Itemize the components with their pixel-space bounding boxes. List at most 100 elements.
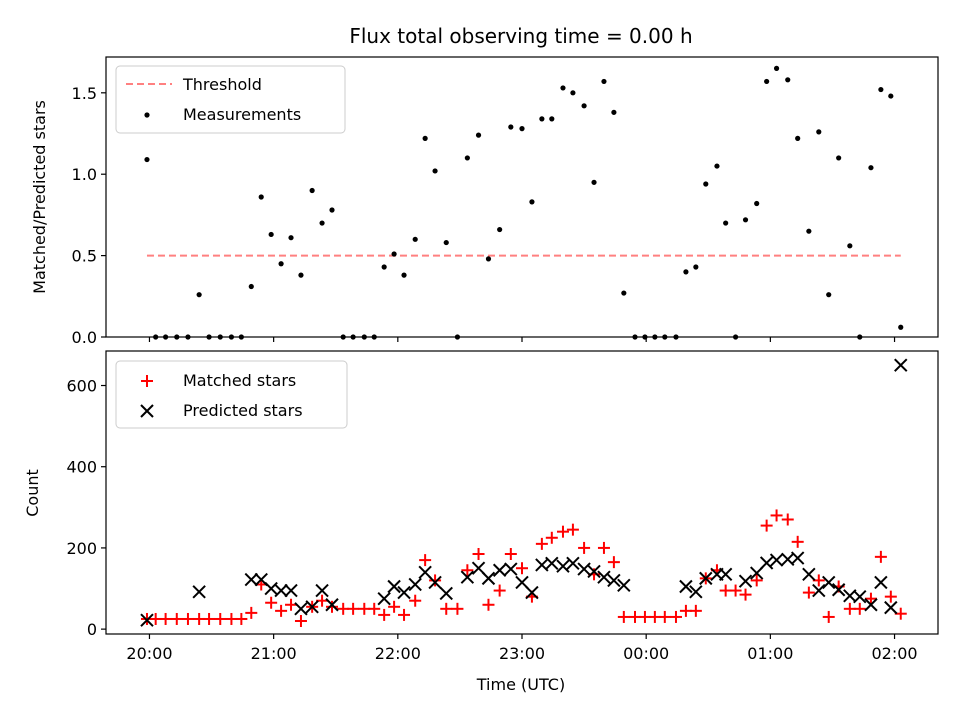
predicted-star-point [418,565,432,579]
matched-star-point [689,604,702,617]
predicted-star-point [377,591,391,606]
measurement-point [401,272,407,278]
measurement-point [826,292,832,298]
measurement-point [549,116,555,122]
measurement-point [683,269,689,275]
matched-star-point [275,604,288,617]
predicted-star-point [492,563,507,577]
legend-measurements-swatch [144,112,150,118]
matched-star-point [578,541,591,554]
measurement-point [581,103,587,109]
x-axis-label: Time (UTC) [476,675,565,694]
predicted-star-point [192,585,206,599]
matched-star-point [493,584,506,597]
matched-star-point [566,523,579,536]
measurement-point [898,324,904,330]
x-tick-label: 01:00 [747,644,793,663]
legend-measurements-label: Measurements [183,105,301,124]
predicted-star-point [481,571,496,586]
measurement-point [508,124,514,130]
top-legend: Threshold Measurements [115,65,346,134]
measurement-point [621,290,627,296]
predicted-star-point [884,600,898,615]
predicted-star-point [607,573,621,588]
measurement-point [868,165,874,171]
top-panel: 0.0 0.5 1.0 1.5 Matched/Predicted stars Thr… [30,56,939,347]
measurement-point [248,283,254,290]
predicted-star-point [587,564,601,579]
measurement-point [196,292,202,298]
measurement-point [836,155,842,161]
predicted-star-point [140,613,154,627]
bottom-legend-box [115,360,348,429]
measurement-point [485,256,492,262]
measurement-point [298,272,304,278]
matched-star-point [409,594,422,607]
measurement-point [519,126,525,132]
chart-title: Flux total observing time = 0.00 h [349,24,692,48]
measurement-point [570,90,576,96]
matched-star-point [669,610,682,623]
predicted-star-point [325,598,339,612]
measurement-point [703,181,709,187]
predicted-star-point [617,578,631,592]
bottom-y-axis: 0 200 400 600 [66,377,106,639]
measurement-point [268,231,274,238]
matched-star-point [739,588,752,601]
matched-star-point [750,574,763,587]
predicted-star-point [679,579,693,594]
x-tick-label: 21:00 [251,644,297,663]
predicted-star-point [769,553,784,567]
measurement-point [560,85,566,91]
measurement-point [497,226,503,233]
predicted-star-point [699,571,713,586]
predicted-star-point [525,585,539,600]
matched-star-point [245,606,258,619]
bottom-y-axis-label: Count [23,469,42,517]
top-plot-frame [105,56,939,338]
predicted-star-point [274,583,288,598]
measurement-point [288,235,294,241]
matched-star-point [235,612,248,625]
measurement-point [693,264,699,270]
matched-star-point [864,592,877,605]
predicted-star-point [822,575,836,590]
top-y-tick-label: 1.0 [72,165,97,184]
measurement-point [785,77,791,83]
measurement-point [329,207,335,213]
matched-star-point [398,608,411,621]
measurement-point [309,187,315,194]
matched-star-point [874,550,887,563]
predicted-star-point [831,583,846,597]
measurement-point [714,163,720,169]
bottom-series [140,358,908,628]
matched-star-point [419,554,432,567]
measurement-point [723,220,729,226]
matched-star-point [203,612,216,625]
matched-star-point [597,541,610,554]
predicted-star-point [294,602,308,616]
measurement-point [144,156,150,163]
matched-star-point [326,600,339,613]
matched-star-point [482,598,495,611]
top-series [144,65,904,340]
predicted-star-point [471,561,486,575]
measurement-point [888,93,894,99]
predicted-star-point [556,559,570,573]
matched-star-point [368,602,381,615]
predicted-star-point [759,556,774,570]
matched-star-point [294,615,307,628]
measurement-point [601,78,607,85]
measurement-point [591,179,597,185]
matched-star-point [770,509,783,522]
matched-star-point [214,612,227,625]
predicted-star-point [397,585,411,600]
matched-star-point [545,531,558,544]
matched-star-point [265,596,278,609]
predicted-star-point [894,358,908,372]
matched-star-point [516,562,528,575]
predicted-star-point [812,583,826,598]
matched-star-point [812,574,825,587]
legend-predicted-swatch [140,404,154,418]
matched-star-point [388,600,401,613]
